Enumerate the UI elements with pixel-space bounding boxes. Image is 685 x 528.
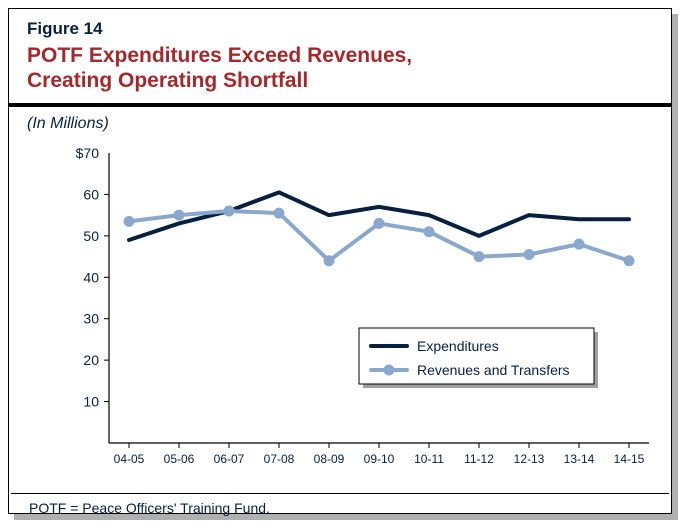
figure-header: Figure 14 POTF Expenditures Exceed Reven… [9, 9, 671, 107]
figure-title-line2: Creating Operating Shortfall [27, 69, 308, 92]
svg-text:10: 10 [83, 394, 99, 410]
svg-text:14-15: 14-15 [614, 452, 645, 466]
svg-text:50: 50 [83, 228, 99, 244]
figure-panel: Figure 14 POTF Expenditures Exceed Reven… [8, 8, 672, 514]
figure-container: Figure 14 POTF Expenditures Exceed Reven… [8, 8, 678, 520]
svg-text:08-09: 08-09 [314, 452, 345, 466]
figure-subtitle: (In Millions) [9, 107, 671, 133]
figure-title: POTF Expenditures Exceed Revenues, Creat… [27, 43, 653, 93]
svg-text:20: 20 [83, 353, 99, 369]
svg-text:09-10: 09-10 [364, 452, 395, 466]
figure-title-line1: POTF Expenditures Exceed Revenues, [27, 44, 412, 67]
svg-text:04-05: 04-05 [114, 452, 145, 466]
svg-text:12-13: 12-13 [514, 452, 545, 466]
figure-footnote: POTF = Peace Officers' Training Fund. [11, 493, 669, 526]
svg-text:06-07: 06-07 [214, 452, 245, 466]
svg-text:60: 60 [83, 187, 99, 203]
svg-text:07-08: 07-08 [264, 452, 295, 466]
svg-text:$70: $70 [76, 145, 100, 161]
svg-text:30: 30 [83, 311, 99, 327]
svg-text:Expenditures: Expenditures [417, 338, 499, 354]
svg-text:11-12: 11-12 [464, 452, 494, 466]
svg-text:13-14: 13-14 [564, 452, 595, 466]
figure-number: Figure 14 [27, 19, 653, 39]
chart-area: 10 20 30 40 50 60 $70 04-05 05-06 06-07 07-08 08-09… [9, 133, 671, 493]
line-chart: 10 20 30 40 50 60 $70 04-05 05-06 06-07 07-08 08-09… [9, 133, 669, 493]
svg-text:40: 40 [83, 270, 99, 286]
svg-text:Revenues and Transfers: Revenues and Transfers [417, 362, 570, 378]
svg-text:05-06: 05-06 [164, 452, 195, 466]
svg-text:10-11: 10-11 [414, 452, 444, 466]
